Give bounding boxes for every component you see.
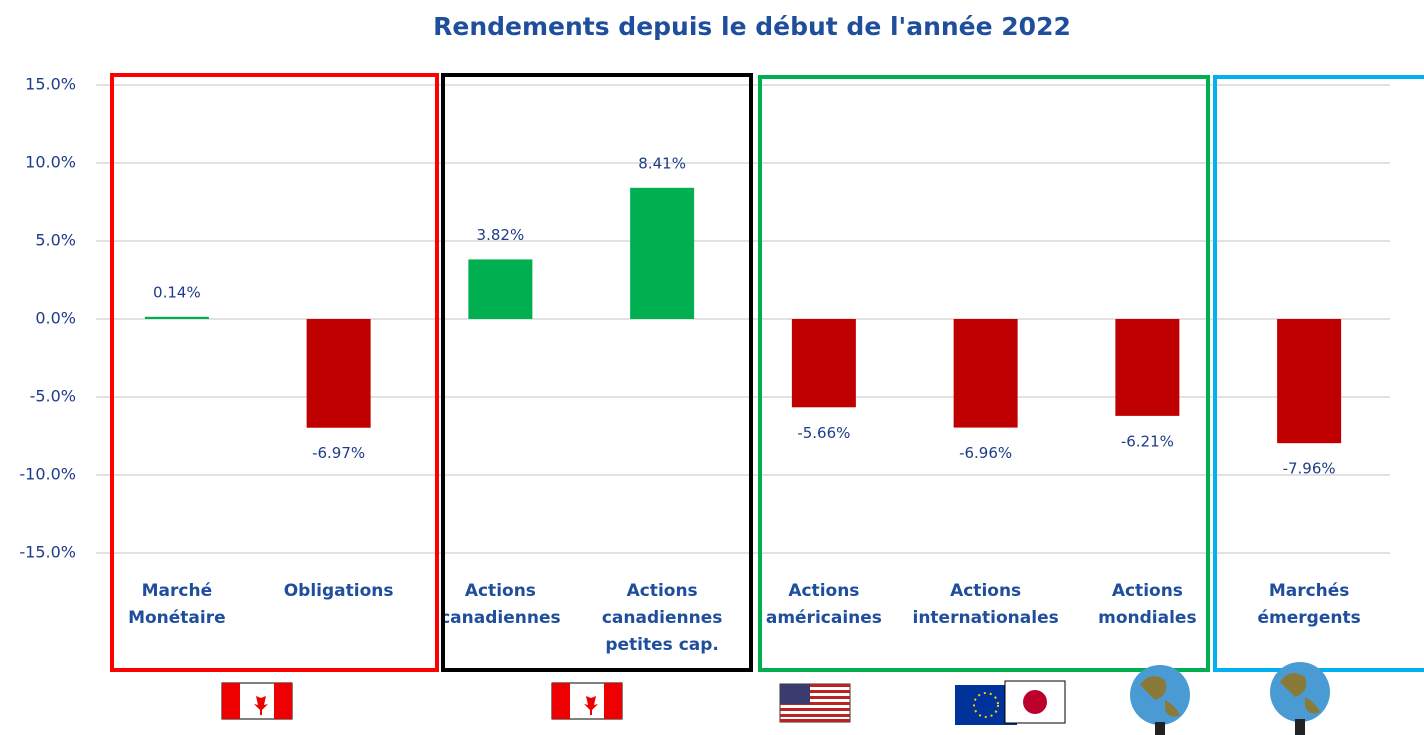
x-tick-label: Marché <box>142 581 212 601</box>
grid: -15.0% -10.0% -5.0% 0.0% 5.0% 10.0% 15.0% <box>19 75 1390 562</box>
flag-usa <box>779 683 851 723</box>
bar <box>306 319 371 428</box>
bar <box>144 316 209 319</box>
x-tick-label: canadiennes <box>440 608 561 628</box>
y-tick-label: 5.0% <box>35 231 76 250</box>
group-box <box>758 75 1210 672</box>
value-label: -6.21% <box>1121 432 1174 450</box>
bar <box>953 319 1018 428</box>
flag-canada <box>221 682 293 720</box>
value-label: -7.96% <box>1283 460 1336 478</box>
group-box <box>441 73 753 672</box>
flag-canada <box>551 682 623 720</box>
x-tick-label: mondiales <box>1098 608 1196 628</box>
x-tick-label: canadiennes <box>602 608 723 628</box>
value-label: -6.96% <box>959 444 1012 462</box>
x-tick-label: internationales <box>913 608 1059 628</box>
chart-title: Rendements depuis le début de l'année 20… <box>433 12 1071 41</box>
bar <box>630 187 695 319</box>
y-tick-label: -10.0% <box>19 465 76 484</box>
bar <box>1277 319 1342 444</box>
x-tick-label: petites cap. <box>605 635 719 655</box>
bar <box>468 259 533 319</box>
globe <box>1130 665 1190 735</box>
x-tick-label: Actions <box>788 581 859 601</box>
marks: Marché Monétaire 0.14% Obligations -6.97% Act… <box>128 154 1361 655</box>
bar <box>1115 319 1180 416</box>
value-label: 0.14% <box>153 283 201 301</box>
bar <box>791 319 856 408</box>
y-tick-label: -15.0% <box>19 543 76 562</box>
flag-japan <box>1004 680 1066 724</box>
group-box <box>110 73 439 672</box>
value-label: 3.82% <box>477 226 525 244</box>
x-tick-label: Actions <box>950 581 1021 601</box>
x-tick-label: Monétaire <box>128 608 226 628</box>
x-tick-label: Actions <box>627 581 698 601</box>
x-tick-label: Marchés <box>1269 581 1350 601</box>
y-tick-label: -5.0% <box>30 387 76 406</box>
x-tick-label: Actions <box>1112 581 1183 601</box>
value-label: 8.41% <box>638 154 686 172</box>
value-label: -5.66% <box>797 424 850 442</box>
x-tick-label: Obligations <box>284 581 394 601</box>
value-label: -6.97% <box>312 444 365 462</box>
x-tick-label: américaines <box>766 608 882 628</box>
globe <box>1270 662 1330 735</box>
x-tick-label: émergents <box>1258 608 1361 628</box>
group-box <box>1213 75 1424 672</box>
x-tick-label: Actions <box>465 581 536 601</box>
y-tick-label: 15.0% <box>25 75 76 94</box>
y-tick-label: 10.0% <box>25 153 76 172</box>
y-tick-label: 0.0% <box>35 309 76 328</box>
